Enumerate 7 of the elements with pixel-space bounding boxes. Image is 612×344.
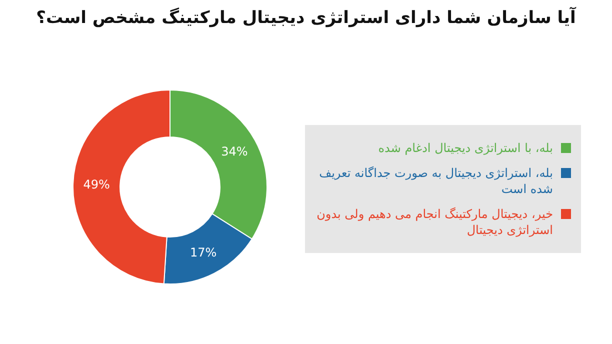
data-label: 17% bbox=[190, 245, 217, 260]
legend-label: خیر، دیجیتال مارکتینگ انجام می دهیم ولی بدون استراتژی دیجیتال bbox=[316, 206, 553, 238]
data-label: 34% bbox=[221, 144, 248, 159]
chart-title: آیا سازمان شما دارای استراتژی دیجیتال مارکتینگ مشخص است؟ bbox=[35, 8, 578, 28]
data-label: 49% bbox=[83, 178, 110, 192]
legend-label: بله، با استراتژی دیجیتال ادغام شده bbox=[378, 140, 553, 156]
legend-label: بله، استراتژی دیجیتال به صورت جداگانه تعریف شده است bbox=[318, 164, 553, 197]
